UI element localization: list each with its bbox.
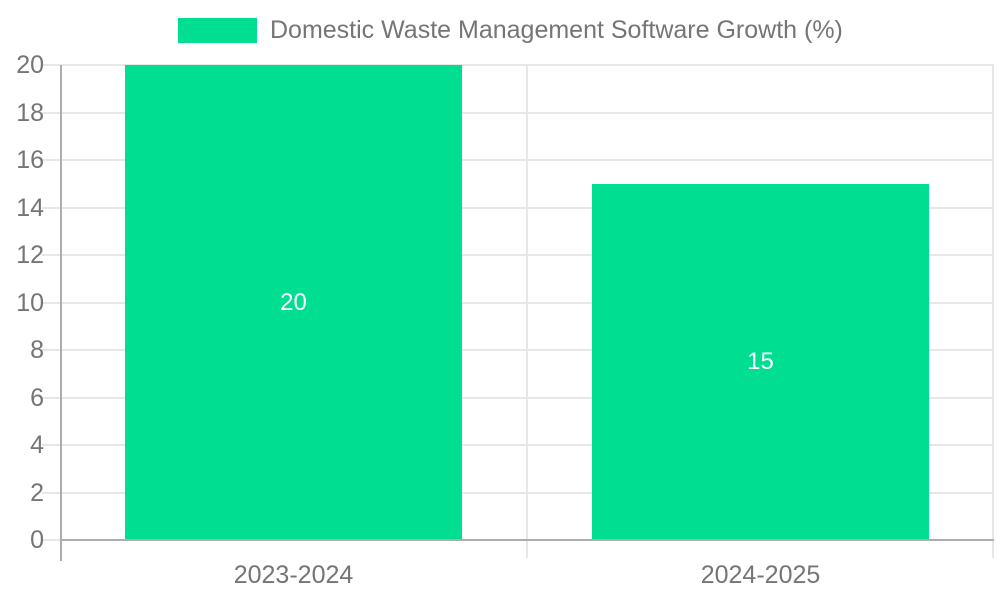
y-tick-mark (42, 349, 60, 351)
y-tick-mark (42, 64, 60, 66)
plot-right-border (992, 65, 994, 558)
legend[interactable]: Domestic Waste Management Software Growt… (0, 0, 1000, 55)
y-tick-mark (42, 539, 60, 541)
y-tick-label: 16 (16, 146, 44, 174)
legend-swatch (178, 18, 257, 43)
bar-value-label: 20 (280, 288, 307, 316)
y-tick-label: 18 (16, 98, 44, 127)
y-tick-mark (42, 444, 60, 446)
y-tick-mark (42, 254, 60, 256)
y-tick-label: 10 (16, 288, 44, 317)
x-axis-label: 2024-2025 (700, 561, 821, 589)
y-axis-line (60, 65, 62, 561)
y-tick-label: 20 (16, 51, 44, 79)
y-tick-label: 6 (30, 383, 44, 412)
bar-value-label: 15 (747, 347, 774, 375)
y-tick-mark (42, 206, 60, 209)
y-tick-mark (42, 491, 60, 494)
x-axis-label: 2023-2024 (233, 561, 354, 589)
y-tick-mark (42, 396, 60, 399)
y-tick-label: 0 (30, 526, 44, 554)
y-tick-mark (42, 301, 60, 304)
legend-label: Domestic Waste Management Software Growt… (270, 16, 843, 44)
bar-2024-2025[interactable]: 15 (592, 183, 929, 540)
y-tick-label: 8 (30, 336, 44, 364)
x-axis-baseline (60, 539, 994, 541)
y-tick-mark (42, 111, 60, 114)
y-tick-label: 12 (16, 241, 44, 269)
y-tick-label: 2 (30, 478, 44, 507)
y-tick-label: 14 (16, 193, 44, 222)
y-tick-label: 4 (30, 431, 44, 459)
category-separator-line (526, 65, 528, 558)
bar-2023-2024[interactable]: 20 (125, 65, 462, 540)
y-tick-mark (42, 159, 60, 161)
